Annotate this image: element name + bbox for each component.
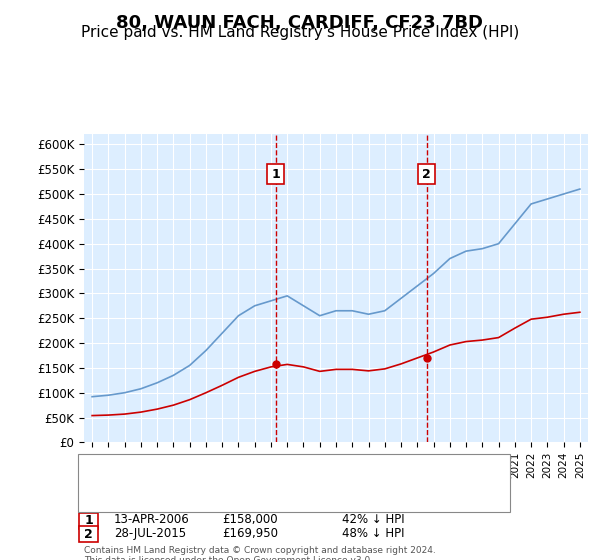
Text: £158,000: £158,000	[222, 513, 278, 526]
Text: 80, WAUN FACH, CARDIFF, CF23 7BD: 80, WAUN FACH, CARDIFF, CF23 7BD	[116, 14, 484, 32]
Text: £169,950: £169,950	[222, 526, 278, 540]
Text: Contains HM Land Registry data © Crown copyright and database right 2024.
This d: Contains HM Land Registry data © Crown c…	[84, 546, 436, 560]
Text: 1: 1	[271, 167, 280, 181]
Text: ——: ——	[93, 461, 121, 476]
Text: 48% ↓ HPI: 48% ↓ HPI	[342, 526, 404, 540]
Text: 2: 2	[84, 528, 93, 541]
Text: 80, WAUN FACH, CARDIFF, CF23 7BD (detached house): 80, WAUN FACH, CARDIFF, CF23 7BD (detach…	[129, 464, 436, 474]
FancyBboxPatch shape	[79, 526, 98, 542]
Text: 2: 2	[422, 167, 431, 181]
Text: Price paid vs. HM Land Registry's House Price Index (HPI): Price paid vs. HM Land Registry's House …	[81, 25, 519, 40]
Text: HPI: Average price, detached house, Cardiff: HPI: Average price, detached house, Card…	[129, 477, 373, 487]
Text: 28-JUL-2015: 28-JUL-2015	[114, 526, 186, 540]
Text: 42% ↓ HPI: 42% ↓ HPI	[342, 513, 404, 526]
Text: ——: ——	[93, 475, 121, 488]
Text: 13-APR-2006: 13-APR-2006	[114, 513, 190, 526]
Text: 1: 1	[84, 514, 93, 528]
FancyBboxPatch shape	[79, 513, 98, 529]
